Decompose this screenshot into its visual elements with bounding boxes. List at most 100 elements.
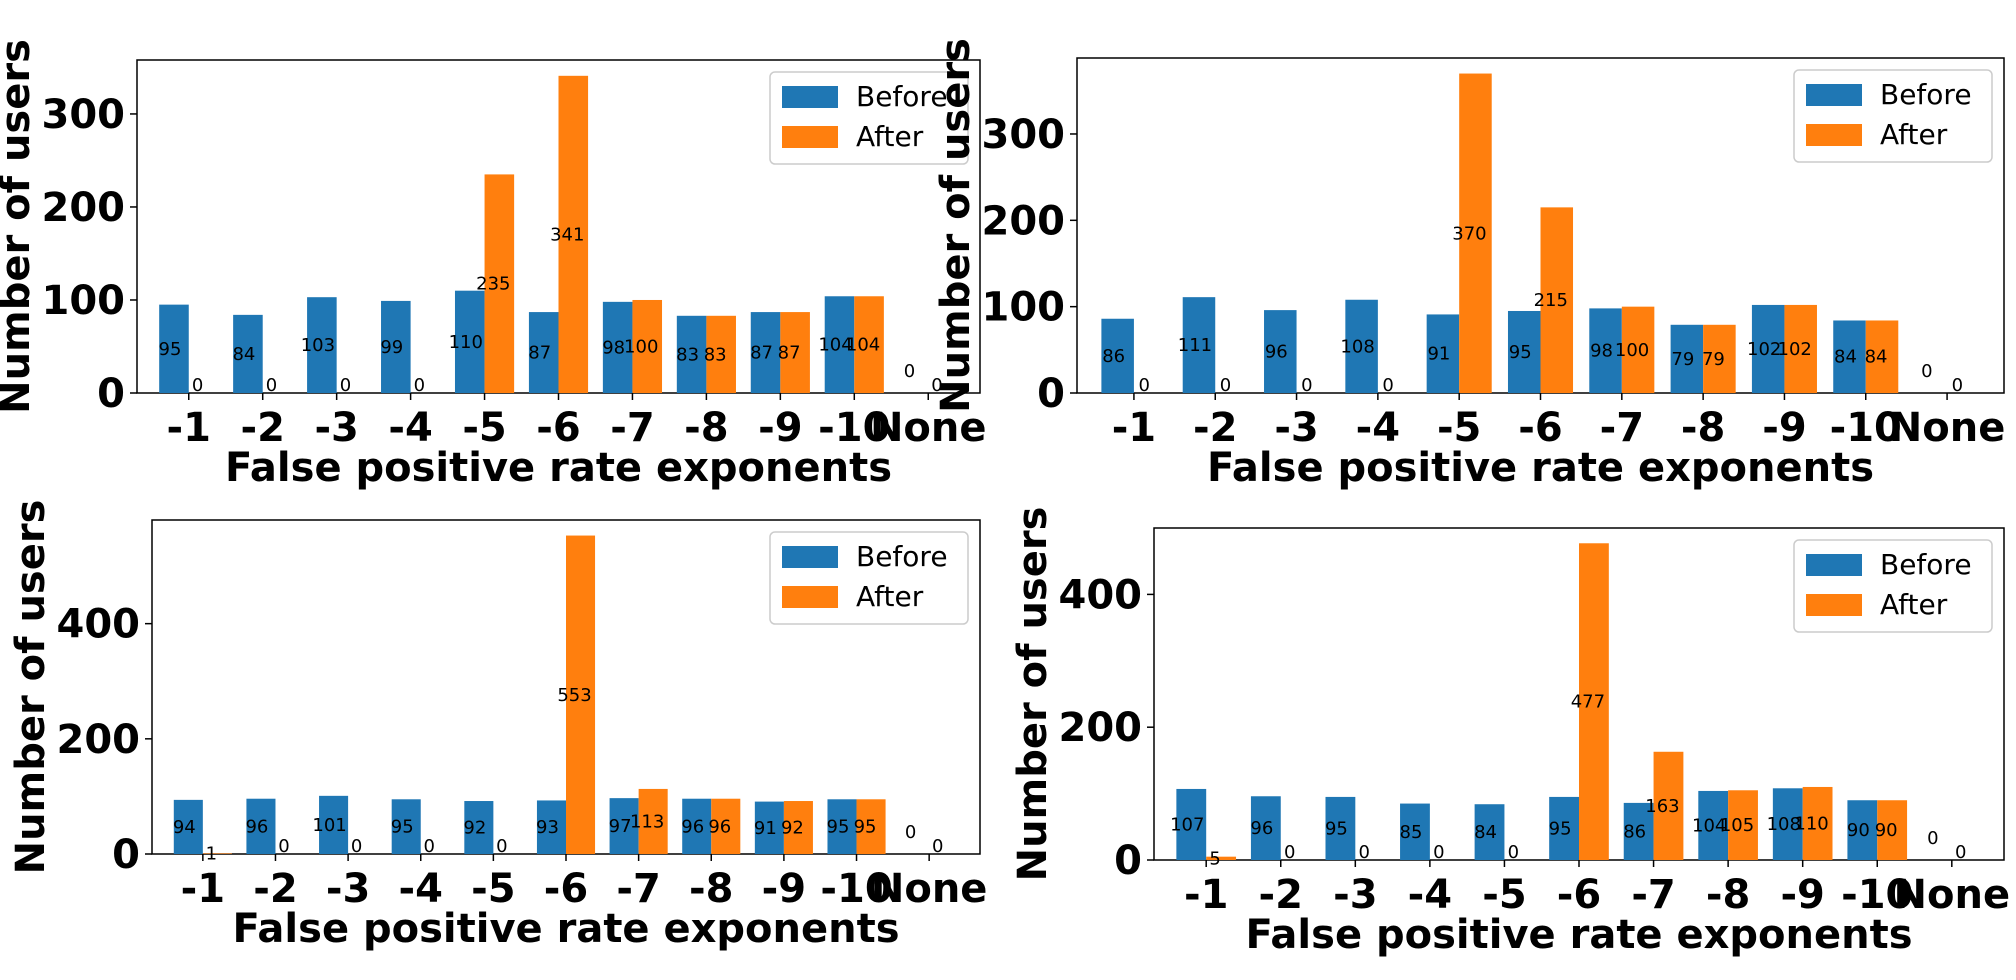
after-bar bbox=[1703, 324, 1736, 393]
before-bar bbox=[1325, 796, 1356, 860]
x-tick-label: -1 bbox=[1184, 872, 1228, 918]
y-tick-label: 0 bbox=[1114, 838, 1142, 884]
after-bar-label: 0 bbox=[496, 836, 507, 857]
x-tick-label: -1 bbox=[167, 405, 211, 451]
before-bar-label: 95 bbox=[159, 339, 182, 360]
before-bar bbox=[307, 297, 337, 393]
after-bar bbox=[484, 174, 515, 393]
before-bar-label: 95 bbox=[1549, 818, 1572, 839]
after-bar bbox=[706, 315, 736, 393]
legend-swatch-before bbox=[1806, 84, 1862, 106]
before-bar-label: 91 bbox=[754, 818, 777, 839]
after-bar bbox=[558, 75, 589, 393]
legend-label-before: Before bbox=[856, 540, 948, 573]
x-tick-label: -9 bbox=[762, 866, 806, 912]
after-bar bbox=[1877, 800, 1908, 860]
after-bar bbox=[1459, 73, 1492, 394]
after-bar-label: 102 bbox=[1778, 339, 1812, 360]
x-tick-label: -8 bbox=[689, 866, 733, 912]
x-tick-label: -9 bbox=[758, 405, 802, 451]
x-tick-label: None bbox=[871, 866, 988, 912]
after-bar-label: 100 bbox=[1615, 340, 1649, 361]
before-bar-label: 86 bbox=[1623, 821, 1646, 842]
legend: Before After bbox=[1793, 69, 1993, 163]
x-tick-label: -9 bbox=[1780, 872, 1824, 918]
before-bar-label: 93 bbox=[536, 817, 559, 838]
after-bar-label: 84 bbox=[1865, 347, 1888, 368]
x-tick-label: -4 bbox=[1408, 872, 1452, 918]
y-tick-label: 0 bbox=[112, 832, 140, 878]
x-tick-label: -10 bbox=[820, 866, 892, 912]
after-bar bbox=[1653, 751, 1684, 860]
x-tick-label: -6 bbox=[1518, 405, 1562, 451]
after-bar bbox=[1621, 306, 1655, 393]
after-bar bbox=[1802, 786, 1833, 860]
y-tick-label: 400 bbox=[57, 602, 141, 648]
after-bar-label: 0 bbox=[932, 836, 943, 857]
x-tick-label: -2 bbox=[1193, 405, 1237, 451]
before-bar bbox=[319, 795, 349, 854]
after-bar-label: 96 bbox=[708, 816, 731, 837]
after-bar bbox=[1728, 790, 1758, 860]
before-bar-label: 110 bbox=[449, 332, 483, 353]
x-tick-label: -7 bbox=[616, 866, 660, 912]
legend-swatch-after bbox=[782, 126, 838, 148]
x-axis-title: False positive rate exponents bbox=[1207, 445, 1874, 491]
after-bar-label: 83 bbox=[704, 344, 727, 365]
before-bar-label: 98 bbox=[1590, 341, 1613, 362]
x-tick-label: -2 bbox=[240, 405, 284, 451]
x-axis-title: False positive rate exponents bbox=[1245, 912, 1912, 958]
before-bar-label: 84 bbox=[232, 344, 255, 365]
before-bar-label: 90 bbox=[1847, 820, 1870, 841]
before-bar bbox=[1623, 802, 1654, 860]
before-bar bbox=[1345, 299, 1378, 393]
before-bar-label: 101 bbox=[312, 815, 346, 836]
before-bar bbox=[1698, 790, 1729, 860]
before-bar-label: 0 bbox=[904, 361, 915, 382]
before-bar-label: 104 bbox=[1692, 815, 1726, 836]
after-bar-label: 0 bbox=[1433, 842, 1444, 863]
legend-label-after: After bbox=[856, 580, 924, 613]
after-bar-label: 0 bbox=[340, 375, 351, 396]
before-bar bbox=[827, 799, 857, 854]
x-tick-label: None bbox=[1889, 405, 2006, 451]
after-bar bbox=[1784, 304, 1817, 393]
x-tick-label: -4 bbox=[399, 866, 443, 912]
after-bar-label: 370 bbox=[1452, 223, 1486, 244]
x-tick-label: -10 bbox=[1841, 872, 1913, 918]
before-bar-label: 87 bbox=[528, 343, 551, 364]
x-tick-label: -3 bbox=[314, 405, 358, 451]
legend-swatch-after bbox=[782, 586, 838, 608]
after-bar-label: 5 bbox=[1209, 848, 1220, 869]
before-bar-label: 0 bbox=[905, 822, 916, 843]
after-bar-label: 100 bbox=[624, 336, 658, 357]
after-bar-label: 215 bbox=[1534, 290, 1568, 311]
before-bar-label: 102 bbox=[1747, 339, 1781, 360]
after-bar bbox=[1579, 543, 1609, 860]
y-tick-label: 100 bbox=[42, 278, 126, 324]
legend-swatch-before bbox=[782, 86, 838, 108]
x-tick-label: -3 bbox=[1274, 405, 1318, 451]
y-tick-label: 200 bbox=[982, 198, 1066, 244]
after-bar-label: 87 bbox=[778, 343, 801, 364]
after-bar-label: 0 bbox=[1301, 375, 1312, 396]
x-tick-label: -5 bbox=[1482, 872, 1526, 918]
y-axis-title: Number of users bbox=[933, 38, 979, 413]
x-tick-label: -8 bbox=[1706, 872, 1750, 918]
y-tick-label: 400 bbox=[1059, 572, 1143, 618]
before-bar-label: 97 bbox=[609, 816, 632, 837]
after-bar-label: 95 bbox=[854, 817, 877, 838]
before-bar bbox=[602, 301, 633, 393]
before-bar bbox=[1101, 318, 1134, 393]
before-bar bbox=[1507, 310, 1541, 393]
legend-label-before: Before bbox=[1880, 548, 1972, 581]
legend-swatch-before bbox=[1806, 554, 1862, 576]
before-bar bbox=[1549, 796, 1579, 860]
before-bar bbox=[173, 799, 203, 854]
after-bar-label: 0 bbox=[1955, 842, 1966, 863]
x-tick-label: -8 bbox=[1681, 405, 1725, 451]
after-bar bbox=[854, 296, 884, 393]
